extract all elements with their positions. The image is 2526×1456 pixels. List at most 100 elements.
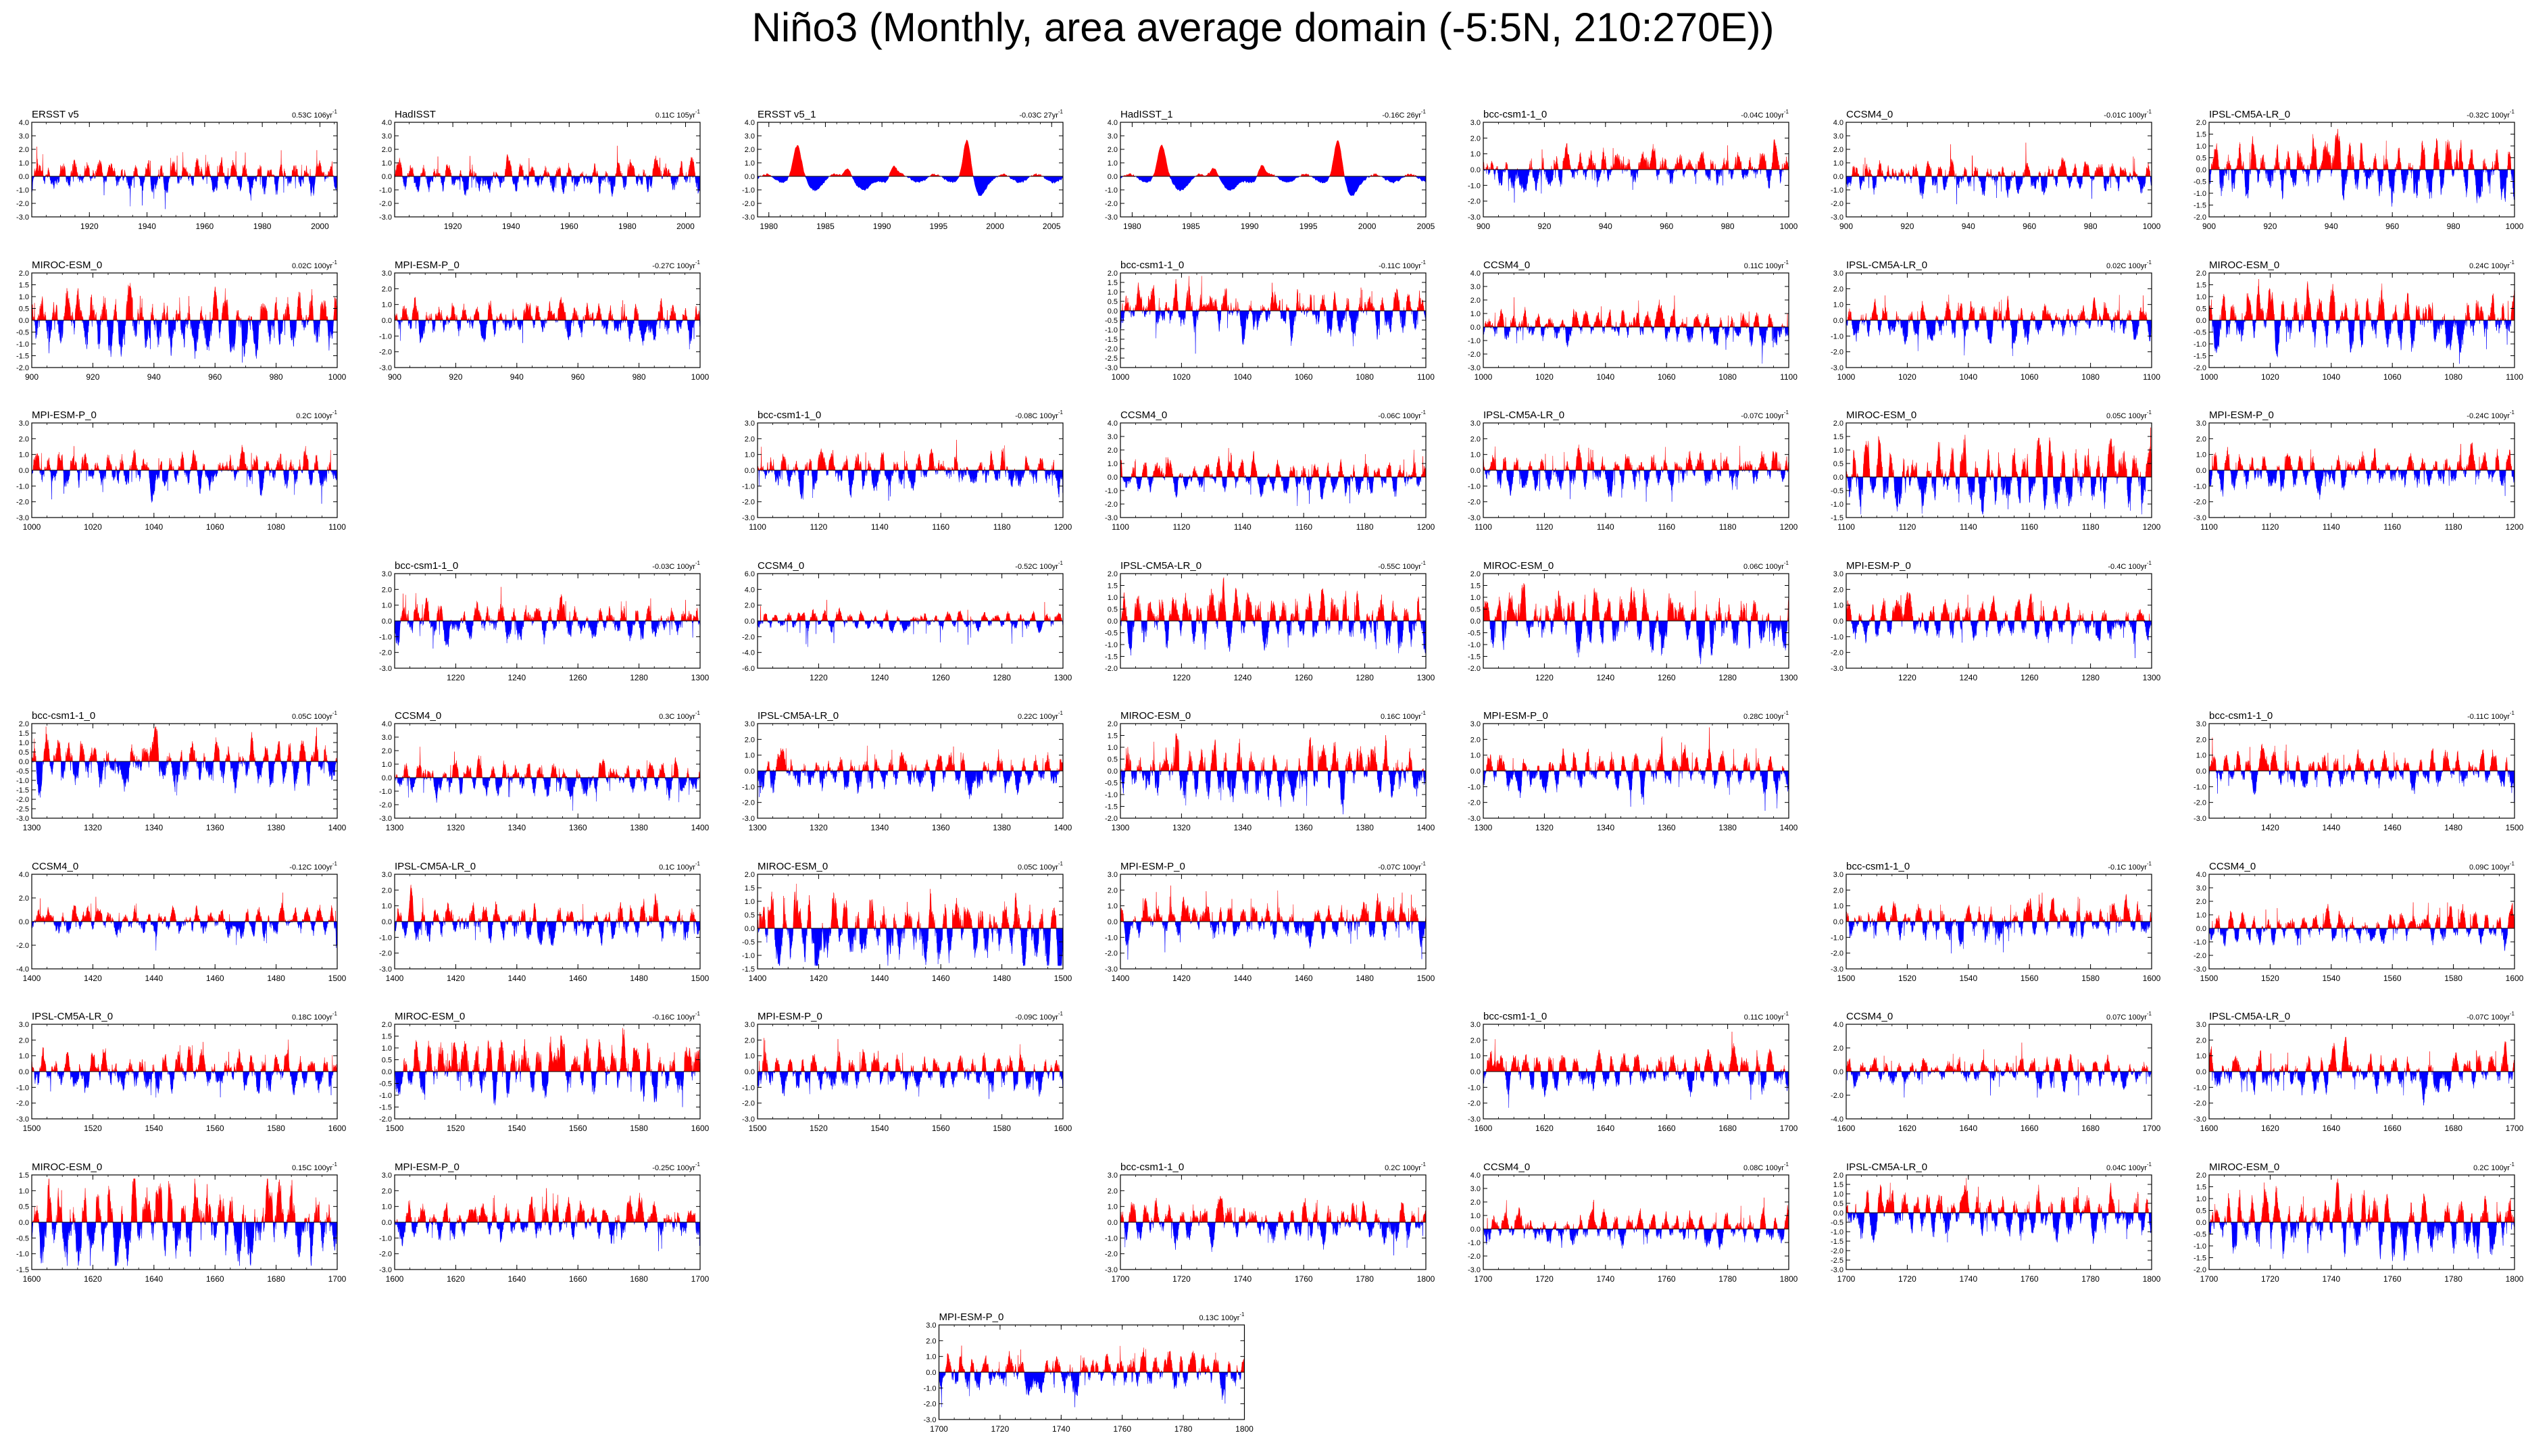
y-tick-label: -2.0: [1468, 665, 1481, 673]
y-tick-label: -2.0: [379, 1115, 392, 1124]
x-tick-label: 1700: [1780, 1124, 1798, 1133]
negative-anomaly-area: [1483, 470, 1789, 502]
y-tick-label: 1.0: [745, 898, 755, 906]
y-tick-label: -1.0: [1105, 791, 1118, 799]
y-tick-label: -1.0: [1468, 482, 1481, 491]
negative-anomaly-area: [758, 928, 1064, 966]
panel-title: IPSL-CM5A-LR_0: [1846, 1161, 1927, 1173]
x-tick-label: 1540: [2322, 974, 2340, 983]
y-tick-label: -1.0: [1831, 501, 1843, 509]
y-tick-label: -3.0: [742, 214, 755, 222]
x-tick-label: 1200: [2143, 522, 2161, 532]
panel: CCSM4_0 0.09C 100yr-1 4.0 3.0 2.0 1.0 0.0 -1.0 -…: [2194, 861, 2524, 983]
x-tick-label: 1160: [2383, 522, 2401, 532]
x-tick-label: 1320: [1172, 823, 1191, 832]
y-tick-label: -1.0: [2194, 1084, 2206, 1092]
y-tick-label: 1.0: [745, 1053, 755, 1061]
y-tick-label: -1.0: [2194, 341, 2206, 349]
x-tick-label: 1240: [507, 673, 526, 682]
x-tick-label: 1060: [1658, 372, 1676, 382]
y-tick-label: -3.0: [379, 665, 392, 673]
panel-title: CCSM4_0: [1483, 1161, 1530, 1173]
y-tick-label: 0.5: [19, 305, 29, 313]
y-tick-label: 3.0: [382, 1172, 392, 1180]
positive-anomaly-area: [1846, 427, 2152, 478]
x-tick-label: 1160: [932, 522, 949, 532]
panel-title: IPSL-CM5A-LR_0: [758, 710, 839, 722]
y-tick-label: -1.5: [16, 353, 29, 361]
panel-frame: [1120, 272, 1427, 368]
x-tick-label: 1440: [870, 974, 889, 983]
panel: bcc-csm1-1_0 0.2C 100yr-1 3.0 2.0 1.0 0.0 -1.0…: [1105, 1161, 1435, 1284]
y-tick-label: 2.0: [2196, 1172, 2206, 1180]
y-tick-label: 1.0: [382, 602, 392, 610]
y-tick-label: -2.0: [1105, 200, 1118, 208]
x-tick-label: 1060: [206, 522, 224, 532]
x-tick-label: 1740: [1052, 1424, 1070, 1434]
x-tick-label: 1780: [1718, 1274, 1737, 1284]
y-tick-label: 0.0: [745, 173, 755, 181]
x-tick-label: 1720: [2261, 1274, 2279, 1284]
panel-trend: -0.07C 100yr-1: [2467, 1011, 2515, 1022]
x-tick-label: 940: [147, 372, 161, 382]
x-tick-label: 1740: [1959, 1274, 1977, 1284]
x-tick-label: 1800: [2143, 1274, 2161, 1284]
y-tick-label: -2.0: [2194, 364, 2206, 372]
panel-title: CCSM4_0: [1846, 109, 1893, 120]
y-tick-label: 2.0: [382, 1187, 392, 1195]
panel-trend: -0.25C 100yr-1: [652, 1161, 700, 1172]
positive-anomaly-area: [32, 445, 337, 471]
y-tick-label: -1.5: [1831, 1238, 1843, 1246]
panel-title: MIROC-ESM_0: [32, 1161, 102, 1173]
panel: MIROC-ESM_0 0.16C 100yr-1 2.0 1.5 1.0 0.5 0.0 -…: [1105, 710, 1435, 832]
negative-anomaly-area: [1120, 176, 1427, 196]
x-tick-label: 1600: [1475, 1124, 1493, 1133]
y-tick-label: 3.0: [382, 570, 392, 578]
y-tick-label: -3.0: [1831, 364, 1843, 372]
y-tick-label: 0.0: [1108, 474, 1118, 482]
positive-anomaly-area: [394, 1028, 701, 1072]
y-tick-label: 2.0: [1108, 570, 1118, 578]
negative-anomaly-area: [939, 1372, 1245, 1407]
y-tick-label: 3.0: [1833, 871, 1843, 879]
y-tick-label: 2.0: [1833, 420, 1843, 428]
y-tick-label: 1.0: [382, 301, 392, 309]
y-tick-label: -2.0: [16, 200, 29, 208]
x-tick-label: 1400: [23, 974, 41, 983]
x-tick-label: 1460: [2383, 823, 2402, 832]
panel: MPI-ESM-P_0 0.28C 100yr-1 3.0 2.0 1.0 0.0 -1.0…: [1468, 710, 1798, 832]
y-tick-label: 2.0: [745, 435, 755, 443]
negative-anomaly-area: [1846, 1212, 2152, 1245]
y-tick-label: 3.0: [1108, 1172, 1118, 1180]
y-tick-label: 4.0: [1833, 1021, 1843, 1029]
y-tick-label: 1.0: [1833, 903, 1843, 911]
panel-trend: 0.18C 100yr-1: [292, 1011, 338, 1022]
x-tick-label: 1280: [993, 673, 1011, 682]
x-tick-label: 1420: [1172, 974, 1191, 983]
x-tick-label: 1700: [2200, 1274, 2219, 1284]
x-tick-label: 1700: [2143, 1124, 2161, 1133]
y-tick-label: 2.0: [19, 720, 29, 728]
y-tick-label: 2.0: [2196, 736, 2206, 744]
y-tick-label: -2.0: [1105, 1251, 1118, 1259]
x-tick-label: 1320: [1535, 823, 1554, 832]
x-tick-label: 1700: [930, 1424, 948, 1434]
y-tick-label: 1.0: [1470, 1212, 1481, 1220]
x-tick-label: 1480: [630, 974, 648, 983]
x-tick-label: 980: [633, 372, 646, 382]
x-tick-label: 1160: [2021, 522, 2038, 532]
x-tick-label: 960: [208, 372, 222, 382]
positive-anomaly-area: [2209, 737, 2515, 772]
y-tick-label: -1.0: [2194, 1242, 2206, 1251]
negative-anomaly-area: [32, 320, 337, 363]
panel-title: IPSL-CM5A-LR_0: [2209, 1011, 2290, 1022]
y-tick-label: 4.0: [745, 119, 755, 127]
y-tick-label: 2.0: [382, 146, 392, 154]
y-tick-label: 0.0: [2196, 467, 2206, 475]
y-tick-label: -3.0: [742, 1115, 755, 1124]
y-tick-label: -2.0: [379, 950, 392, 958]
negative-anomaly-area: [1846, 476, 2152, 515]
y-tick-label: 0.0: [2196, 768, 2206, 776]
panel: MIROC-ESM_0 0.2C 100yr-1 2.0 1.5 1.0 0.5 0.0 -0…: [2194, 1161, 2524, 1284]
panel-trend: -0.27C 100yr-1: [652, 259, 700, 270]
